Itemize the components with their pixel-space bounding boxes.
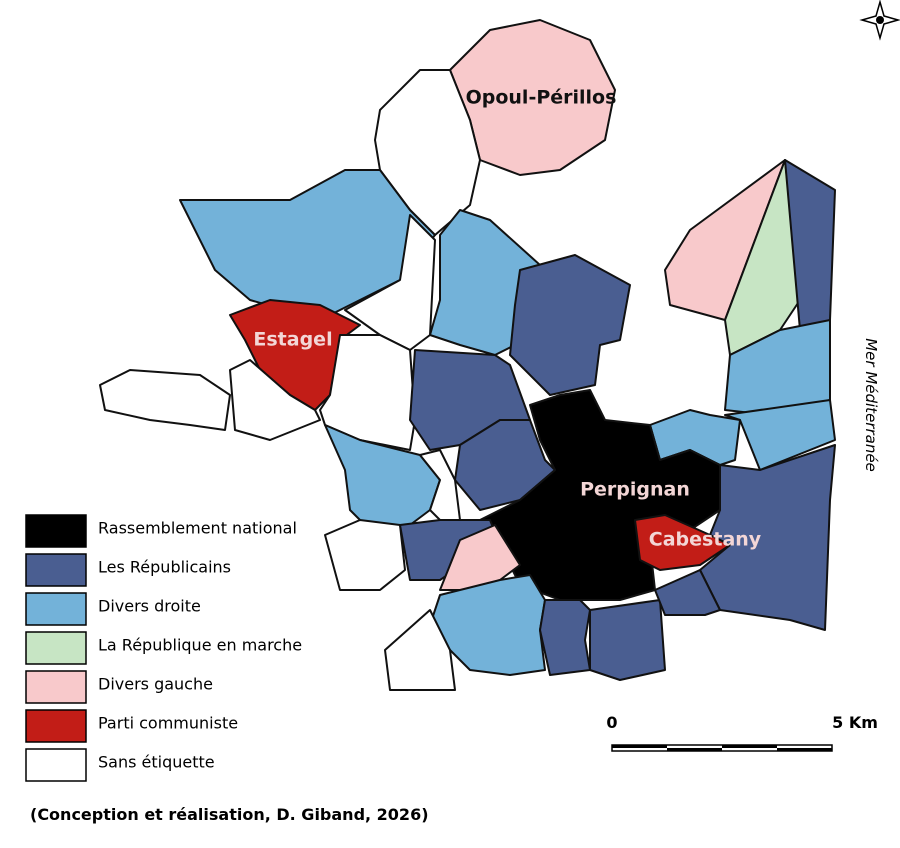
credit: (Conception et réalisation, D. Giband, 2… [30,805,429,824]
legend-label: Sans étiquette [98,753,215,772]
legend-label: Divers gauche [98,675,213,694]
legend-swatch [25,631,87,665]
sea-label: Mer Méditerranée [862,338,880,472]
legend-swatch [25,514,87,548]
commune [589,599,666,681]
scale-label: 5 Km [832,713,878,732]
legend-label: Rassemblement national [98,519,297,538]
compass [859,0,900,41]
legend-label: Divers droite [98,597,201,616]
legend-label: Parti communiste [98,714,238,733]
place-label: Perpignan [580,479,690,501]
commune [654,569,721,616]
legend-swatch [25,553,87,587]
legend-swatch [25,748,87,782]
legend-swatch [25,709,87,743]
legend-label: Les Républicains [98,558,231,577]
commune [634,514,731,571]
commune [539,599,591,676]
scale-bar [611,744,833,752]
place-label: Opoul-Périllos [466,87,617,109]
legend: Rassemblement national Les Républicains Di… [25,514,302,782]
commune [229,359,321,441]
commune [324,424,441,531]
commune [319,334,416,451]
legend-label: La République en marche [98,636,302,655]
commune [374,69,481,236]
scale-label: 0 [606,713,617,732]
commune [699,444,836,631]
communes [99,19,836,691]
place-label: Cabestany [649,529,762,551]
commune [384,609,456,691]
place-label: Estagel [253,329,332,351]
legend-swatch [25,670,87,704]
commune [509,254,631,396]
commune [324,519,406,591]
legend-swatch [25,592,87,626]
commune [99,369,231,431]
